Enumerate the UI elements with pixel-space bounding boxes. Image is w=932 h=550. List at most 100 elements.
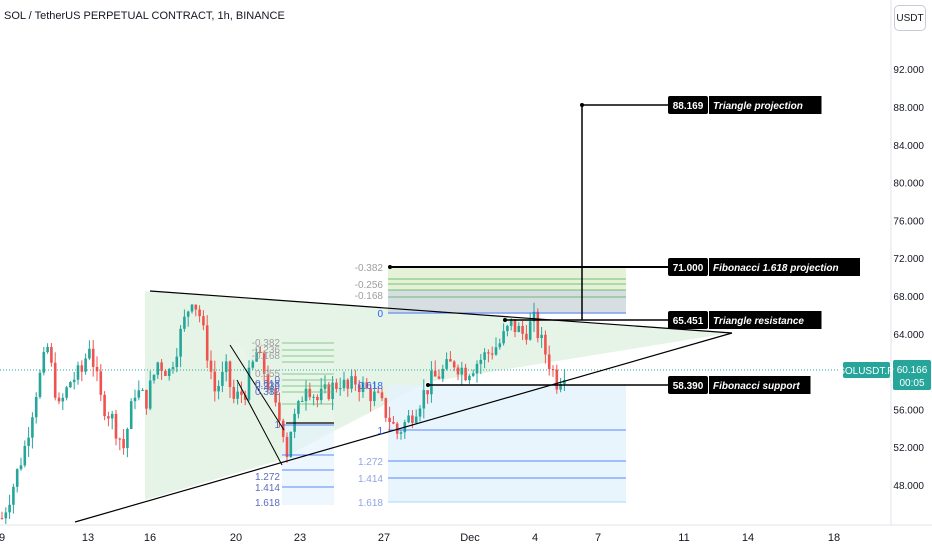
- candle: [274, 386, 277, 407]
- candle: [65, 385, 68, 401]
- symbol-badge: [843, 362, 890, 378]
- fib-level-label: -0.168: [355, 291, 384, 302]
- channel-line-upper: [229, 344, 285, 431]
- y-tick-label: 84.000: [893, 141, 924, 152]
- y-tick-label: 68.000: [893, 292, 924, 303]
- candle: [88, 340, 91, 360]
- candle: [540, 326, 543, 348]
- candle: [259, 346, 262, 354]
- candle: [0, 511, 4, 520]
- candle: [84, 353, 87, 375]
- candle: [487, 349, 490, 363]
- candle: [133, 389, 137, 410]
- fib-level-label-small: 0.382: [255, 387, 280, 398]
- candle: [437, 369, 441, 380]
- candle: [327, 381, 331, 401]
- x-tick-label: 13: [82, 532, 94, 544]
- candle: [452, 360, 456, 372]
- candle: [547, 345, 551, 376]
- candle: [479, 353, 483, 375]
- candle: [395, 421, 399, 440]
- candle: [251, 359, 255, 370]
- candle: [236, 382, 239, 405]
- x-tick-label: Dec: [460, 532, 480, 544]
- candle: [262, 350, 266, 382]
- candle: [407, 409, 410, 424]
- candle: [80, 360, 84, 382]
- fib-level-label: 1.618: [358, 498, 383, 509]
- candle: [506, 324, 509, 337]
- candle: [103, 391, 106, 421]
- candle: [217, 380, 220, 400]
- candle: [270, 381, 274, 395]
- candle: [23, 440, 27, 468]
- candle: [126, 427, 129, 458]
- candle: [536, 308, 540, 343]
- candle: [76, 361, 80, 385]
- last-price-badge: [893, 360, 931, 390]
- x-tick-label: 7: [595, 532, 601, 544]
- candle: [160, 359, 163, 380]
- candle: [490, 346, 494, 360]
- candle: [4, 507, 8, 525]
- candle: [456, 364, 460, 381]
- candle: [418, 405, 422, 422]
- y-tick-label: 80.000: [893, 179, 924, 190]
- x-tick-label: 11: [678, 532, 689, 544]
- y-tick-label: 64.000: [893, 330, 924, 341]
- annotation-text: Triangle resistance: [713, 316, 804, 327]
- candle: [194, 304, 198, 317]
- fib-projection-anchor: [388, 265, 392, 269]
- candle: [285, 432, 289, 463]
- candle: [228, 360, 232, 399]
- drawings: [74, 103, 733, 523]
- candle: [278, 392, 281, 428]
- annotation: 58.390 Fibonacci support: [668, 376, 811, 394]
- annotation: 88.169 Triangle projection: [668, 96, 822, 114]
- falling-channel-fill: [230, 341, 290, 430]
- candle: [156, 361, 160, 379]
- candle: [240, 381, 243, 403]
- fibonacci-labels: -0.382-0.236-0.1680.05500.2360.3820.6181…: [252, 263, 384, 509]
- annotation: 71.000 Fibonacci 1.618 projection: [668, 258, 860, 276]
- currency-button[interactable]: USDT: [894, 5, 926, 31]
- candle: [247, 360, 251, 402]
- candle: [31, 412, 34, 449]
- candle: [34, 392, 38, 424]
- candle: [205, 315, 209, 369]
- candle: [224, 354, 228, 382]
- candle: [164, 369, 167, 377]
- candle: [376, 386, 380, 394]
- fib-level-label-small: -0.168: [252, 351, 281, 362]
- last-price-value: 60.166: [897, 365, 928, 376]
- candle: [323, 375, 327, 394]
- candle: [342, 371, 346, 392]
- fib-level-label-small: 0.236: [255, 381, 280, 392]
- candle: [213, 360, 217, 402]
- candle: [361, 376, 365, 398]
- y-tick-label: 88.000: [893, 103, 924, 114]
- x-tick-label: 20: [230, 532, 242, 544]
- candle: [563, 368, 566, 391]
- candle: [319, 378, 323, 405]
- y-tick-label: 56.000: [893, 405, 924, 416]
- y-tick-label: 72.000: [893, 254, 924, 265]
- x-tick-label: 16: [144, 532, 156, 544]
- candle: [129, 398, 133, 430]
- candle: [266, 365, 270, 394]
- candle: [209, 350, 213, 380]
- fib-level-label-small: 0: [274, 375, 280, 386]
- fib-support-anchor: [426, 383, 430, 387]
- annotation-value: 65.451: [673, 316, 704, 327]
- candle: [148, 370, 152, 411]
- x-tick-label: 9: [0, 532, 5, 544]
- candle: [357, 380, 361, 402]
- y-tick-label: 92.000: [893, 65, 924, 76]
- candle: [202, 310, 205, 331]
- candle: [107, 411, 110, 427]
- candle: [433, 360, 437, 377]
- fib-level-label: 0.618: [358, 381, 383, 392]
- candle: [95, 356, 99, 382]
- candle: [42, 347, 46, 376]
